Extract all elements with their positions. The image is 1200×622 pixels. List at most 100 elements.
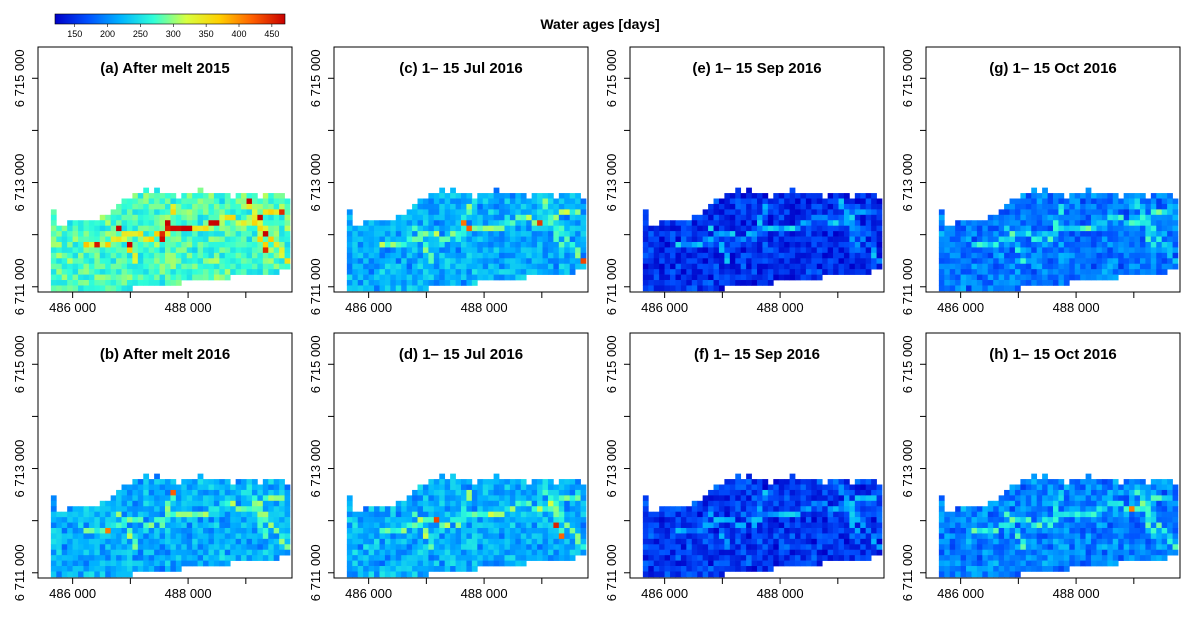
- map-cell: [1074, 236, 1081, 243]
- map-cell: [675, 571, 682, 578]
- map-cell: [213, 479, 220, 485]
- map-cell: [56, 511, 63, 518]
- map-cell: [273, 527, 280, 534]
- map-cell: [789, 247, 796, 254]
- map-cell: [1042, 280, 1048, 286]
- map-cell: [675, 517, 682, 523]
- map-cell: [1025, 209, 1032, 216]
- map-cell: [553, 500, 560, 507]
- map-cell: [395, 241, 402, 248]
- map-cell: [1036, 214, 1043, 221]
- map-cell: [800, 527, 807, 534]
- map-cell: [713, 538, 720, 545]
- map-cell: [268, 500, 275, 507]
- map-cell: [116, 274, 122, 281]
- map-cell: [1101, 247, 1108, 254]
- y-tick-label: 6 713 000: [308, 440, 323, 498]
- map-cell: [444, 500, 451, 507]
- map-cell: [208, 500, 215, 507]
- map-cell: [257, 495, 264, 502]
- panel-title: (d) 1– 15 Jul 2016: [399, 346, 523, 363]
- map-cell: [762, 560, 769, 567]
- map-cell: [99, 560, 106, 567]
- map-cell: [558, 533, 565, 540]
- map-cell: [1101, 231, 1108, 237]
- map-cell: [795, 522, 801, 529]
- map-cell: [284, 544, 291, 551]
- map-cell: [691, 263, 698, 270]
- map-cell: [778, 220, 785, 227]
- map-cell: [697, 566, 703, 572]
- map-cell: [455, 506, 462, 513]
- map-cell: [729, 506, 736, 513]
- map-cell: [762, 236, 769, 243]
- map-cell: [406, 263, 413, 270]
- map-cell: [56, 258, 63, 265]
- map-cell: [949, 252, 956, 259]
- map-cell: [526, 225, 532, 232]
- map-cell: [564, 236, 571, 243]
- map-cell: [547, 241, 554, 248]
- map-cell: [257, 203, 264, 210]
- map-cell: [860, 231, 867, 237]
- map-cell: [800, 209, 807, 216]
- map-cell: [384, 571, 391, 578]
- map-cell: [230, 247, 236, 254]
- map-cell: [854, 549, 861, 556]
- map-cell: [1112, 247, 1119, 254]
- map-cell: [697, 236, 703, 243]
- map-cell: [192, 479, 198, 485]
- map-cell: [1145, 252, 1152, 259]
- map-cell: [1134, 214, 1141, 221]
- map-cell: [504, 220, 511, 227]
- map-cell: [1014, 285, 1021, 292]
- map-cell: [805, 236, 812, 243]
- map-cell: [575, 225, 581, 232]
- map-cell: [998, 571, 1005, 578]
- map-cell: [439, 560, 446, 567]
- map-cell: [838, 555, 845, 561]
- map-cell: [971, 506, 978, 513]
- map-cell: [767, 506, 774, 513]
- map-cell: [1025, 489, 1032, 496]
- map-cell: [833, 263, 839, 270]
- map-cell: [987, 214, 994, 221]
- map-cell: [471, 269, 478, 275]
- map-cell: [170, 274, 177, 281]
- map-cell: [246, 231, 253, 237]
- map-cell: [1085, 209, 1092, 216]
- map-cell: [126, 209, 133, 216]
- map-cell: [849, 203, 856, 210]
- map-cell: [575, 500, 581, 507]
- map-cell: [279, 500, 285, 507]
- map-cell: [213, 258, 220, 265]
- map-cell: [395, 511, 402, 518]
- map-cell: [960, 280, 967, 286]
- map-cell: [1009, 527, 1016, 534]
- map-cell: [203, 241, 209, 248]
- map-cell: [72, 263, 79, 270]
- map-cell: [121, 269, 128, 275]
- map-cell: [110, 571, 117, 578]
- map-cell: [132, 566, 139, 572]
- map-cell: [724, 533, 731, 540]
- map-cell: [132, 489, 139, 496]
- map-cell: [126, 285, 133, 292]
- map-cell: [998, 231, 1005, 237]
- map-cell: [1025, 533, 1032, 540]
- map-cell: [735, 209, 742, 216]
- map-cell: [509, 479, 516, 485]
- map-cell: [116, 506, 122, 513]
- map-cell: [718, 571, 725, 578]
- map-cell: [740, 198, 747, 205]
- map-cell: [718, 495, 725, 502]
- map-cell: [816, 274, 823, 281]
- map-cell: [1139, 269, 1146, 275]
- map-cell: [197, 560, 204, 567]
- map-cell: [1139, 241, 1146, 248]
- map-cell: [795, 209, 801, 216]
- map-cell: [455, 220, 462, 227]
- map-cell: [83, 274, 90, 281]
- map-cell: [132, 231, 139, 237]
- map-cell: [257, 231, 264, 237]
